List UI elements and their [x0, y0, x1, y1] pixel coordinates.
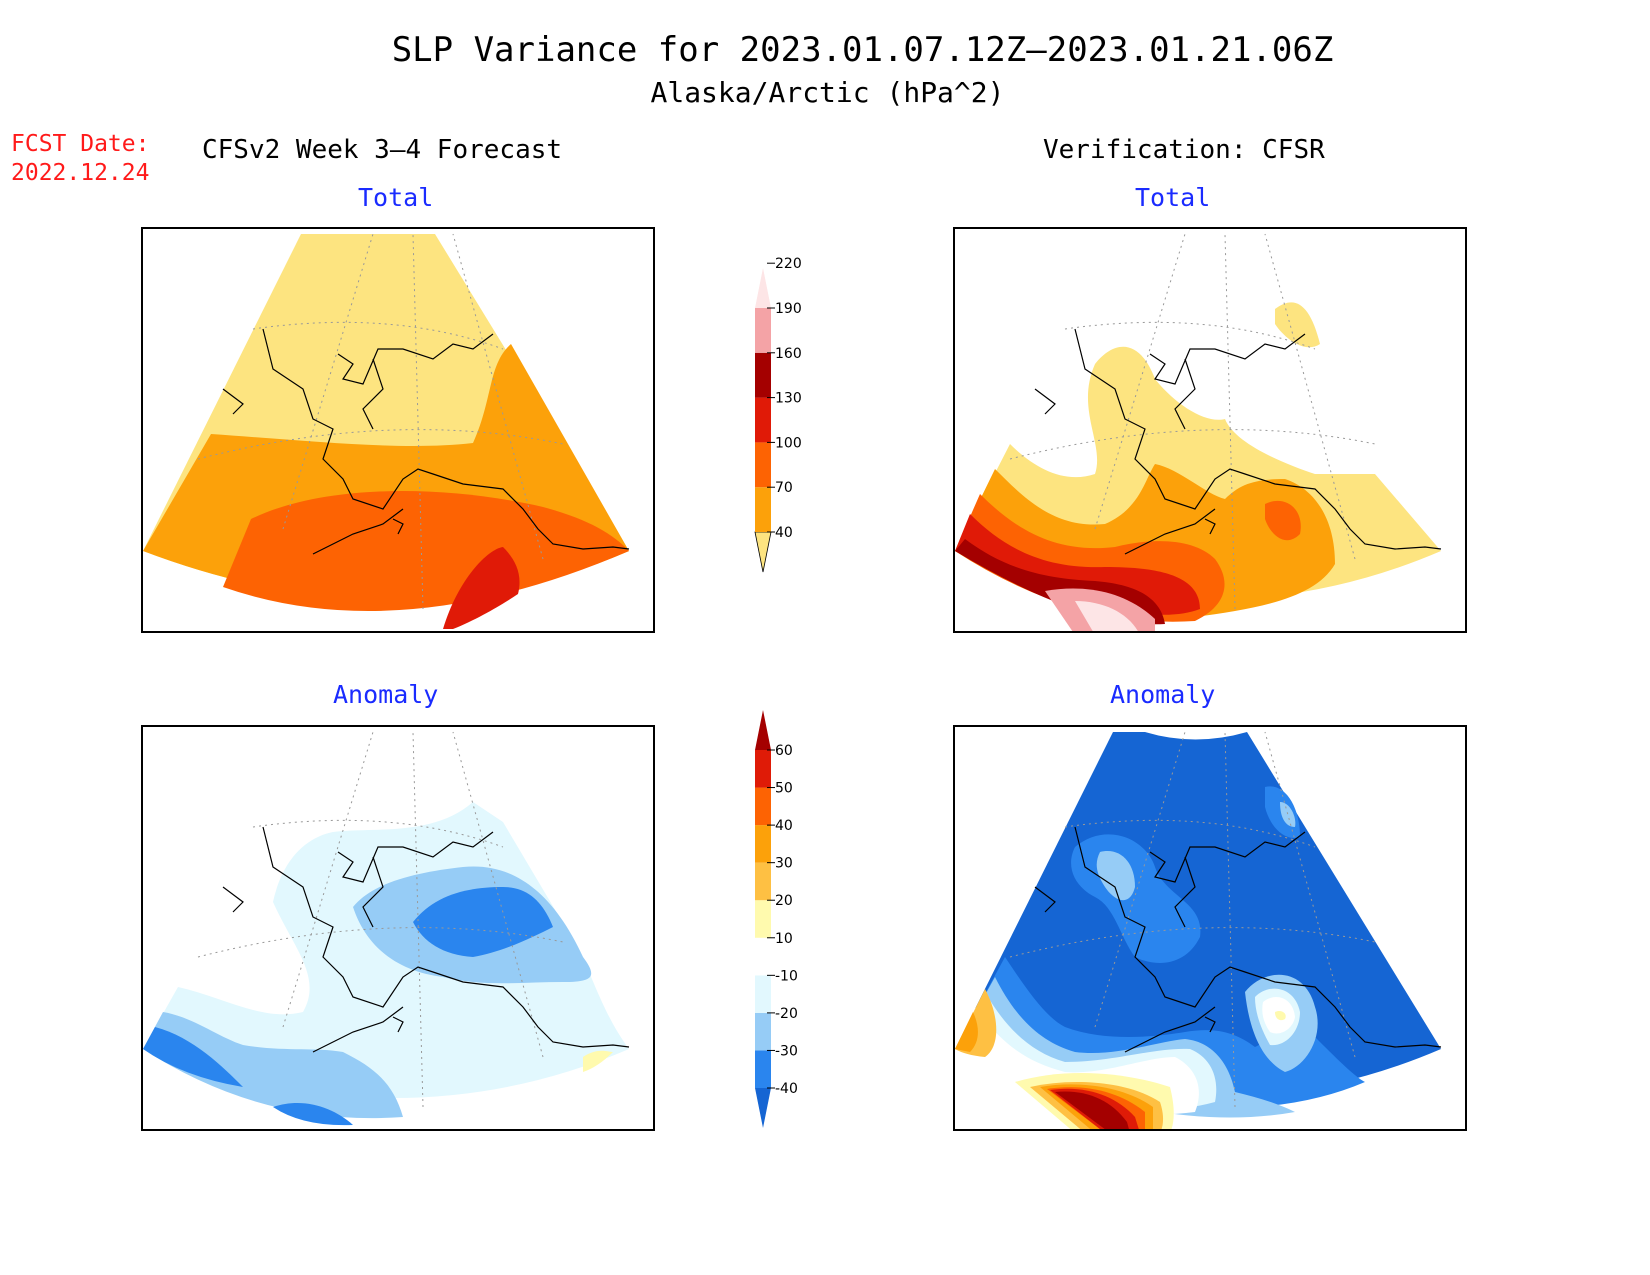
fcst-date-value: 2022.12.24 — [11, 160, 150, 186]
contour-max — [1055, 1091, 1129, 1129]
top-cut — [1145, 732, 1247, 740]
contour-10 — [1275, 1010, 1286, 1021]
anomaly-colorbar-label-9: 60 — [775, 743, 793, 759]
anomaly-colorbar-swatch-3 — [755, 975, 771, 1013]
anomaly-colorbar-label-1: -30 — [775, 1043, 798, 1059]
total-colorbar-swatch-1 — [755, 487, 771, 532]
forecast-anomaly-map — [141, 725, 655, 1131]
contour-40b — [1275, 302, 1320, 348]
total-colorbar-label-6: 220 — [775, 256, 802, 272]
contour-100 — [223, 491, 629, 612]
anomaly-colorbar-label-7: 40 — [775, 818, 793, 834]
contour-10 — [583, 1050, 613, 1072]
anomaly-colorbar-swatch-1 — [755, 1050, 771, 1088]
verification-total-map — [953, 227, 1467, 633]
forecast-total-map — [141, 227, 655, 633]
coastline — [222, 328, 630, 555]
graticule — [1009, 233, 1376, 610]
coastline — [1034, 826, 1442, 1053]
total-colorbar-swatch-2 — [755, 442, 771, 488]
anomaly-colorbar-swatch-0 — [755, 1088, 771, 1128]
forecast-header: CFSv2 Week 3—4 Forecast — [202, 135, 563, 165]
contour-neg20b — [1096, 851, 1135, 901]
anomaly-colorbar-swatch-10 — [755, 710, 771, 750]
graticule — [1009, 731, 1376, 1108]
coastline — [222, 826, 630, 1053]
anomaly-colorbar-swatch-2 — [755, 1012, 771, 1051]
anomaly-colorbar-label-8: 50 — [775, 781, 793, 797]
total-colorbar-label-3: 130 — [775, 391, 802, 407]
contour-40-left — [955, 1012, 978, 1052]
total-colorbar-label-5: 190 — [775, 301, 802, 317]
contour-neg30c — [273, 1103, 353, 1126]
graticule — [197, 233, 564, 610]
verification-anomaly-map — [953, 725, 1467, 1131]
total-colorbar-label-0: 40 — [775, 525, 793, 541]
total-colorbar-swatch-3 — [755, 397, 771, 443]
anomaly-colorbar-swatch-7 — [755, 825, 771, 863]
coastline — [1034, 328, 1442, 555]
verification-total-title: Total — [1135, 183, 1211, 212]
map-sector — [955, 732, 1441, 1098]
anomaly-colorbar-swatch-4 — [755, 937, 771, 976]
total-colorbar-label-1: 70 — [775, 480, 793, 496]
graticule — [197, 731, 564, 1108]
anomaly-colorbar-label-6: 30 — [775, 856, 793, 872]
contour-neg20a — [1280, 802, 1296, 827]
main-title: SLP Variance for 2023.01.07.12Z—2023.01.… — [391, 30, 1334, 70]
contour-100b — [1265, 500, 1301, 541]
forecast-total-title: Total — [358, 183, 434, 212]
anomaly-colorbar-label-2: -20 — [775, 1006, 798, 1022]
anomaly-colorbar-swatch-6 — [755, 862, 771, 901]
forecast-anomaly-title: Anomaly — [333, 680, 439, 709]
total-colorbar-swatch-6 — [755, 268, 771, 308]
total-colorbar-label-4: 160 — [775, 346, 802, 362]
contour-neg30b — [143, 1027, 243, 1087]
contour-130 — [443, 547, 520, 629]
subtitle: Alaska/Arctic (hPa^2) — [650, 76, 1005, 109]
anomaly-colorbar-label-0: -40 — [775, 1081, 798, 1097]
fcst-date-label: FCST Date: — [11, 131, 150, 157]
contour-130 — [955, 514, 1200, 615]
anomaly-colorbar-label-5: 20 — [775, 893, 793, 909]
total-colorbar-swatch-0 — [754, 531, 772, 573]
verification-anomaly-title: Anomaly — [1110, 680, 1216, 709]
anomaly-colorbar-swatch-9 — [755, 750, 771, 788]
anomaly-colorbar-label-3: -10 — [775, 968, 798, 984]
contour-220 — [1075, 601, 1138, 631]
contour-neg30 — [413, 887, 553, 957]
anomaly-colorbar-label-4: 10 — [775, 931, 793, 947]
anomaly-colorbar-swatch-5 — [755, 900, 771, 938]
anomaly-colorbar-swatch-8 — [755, 787, 771, 826]
contour-neg20b — [143, 1012, 403, 1119]
total-colorbar-swatch-5 — [755, 308, 771, 353]
total-colorbar-label-2: 100 — [775, 435, 802, 451]
total-colorbar-swatch-4 — [755, 352, 771, 398]
verification-header: Verification: CFSR — [1043, 135, 1325, 165]
